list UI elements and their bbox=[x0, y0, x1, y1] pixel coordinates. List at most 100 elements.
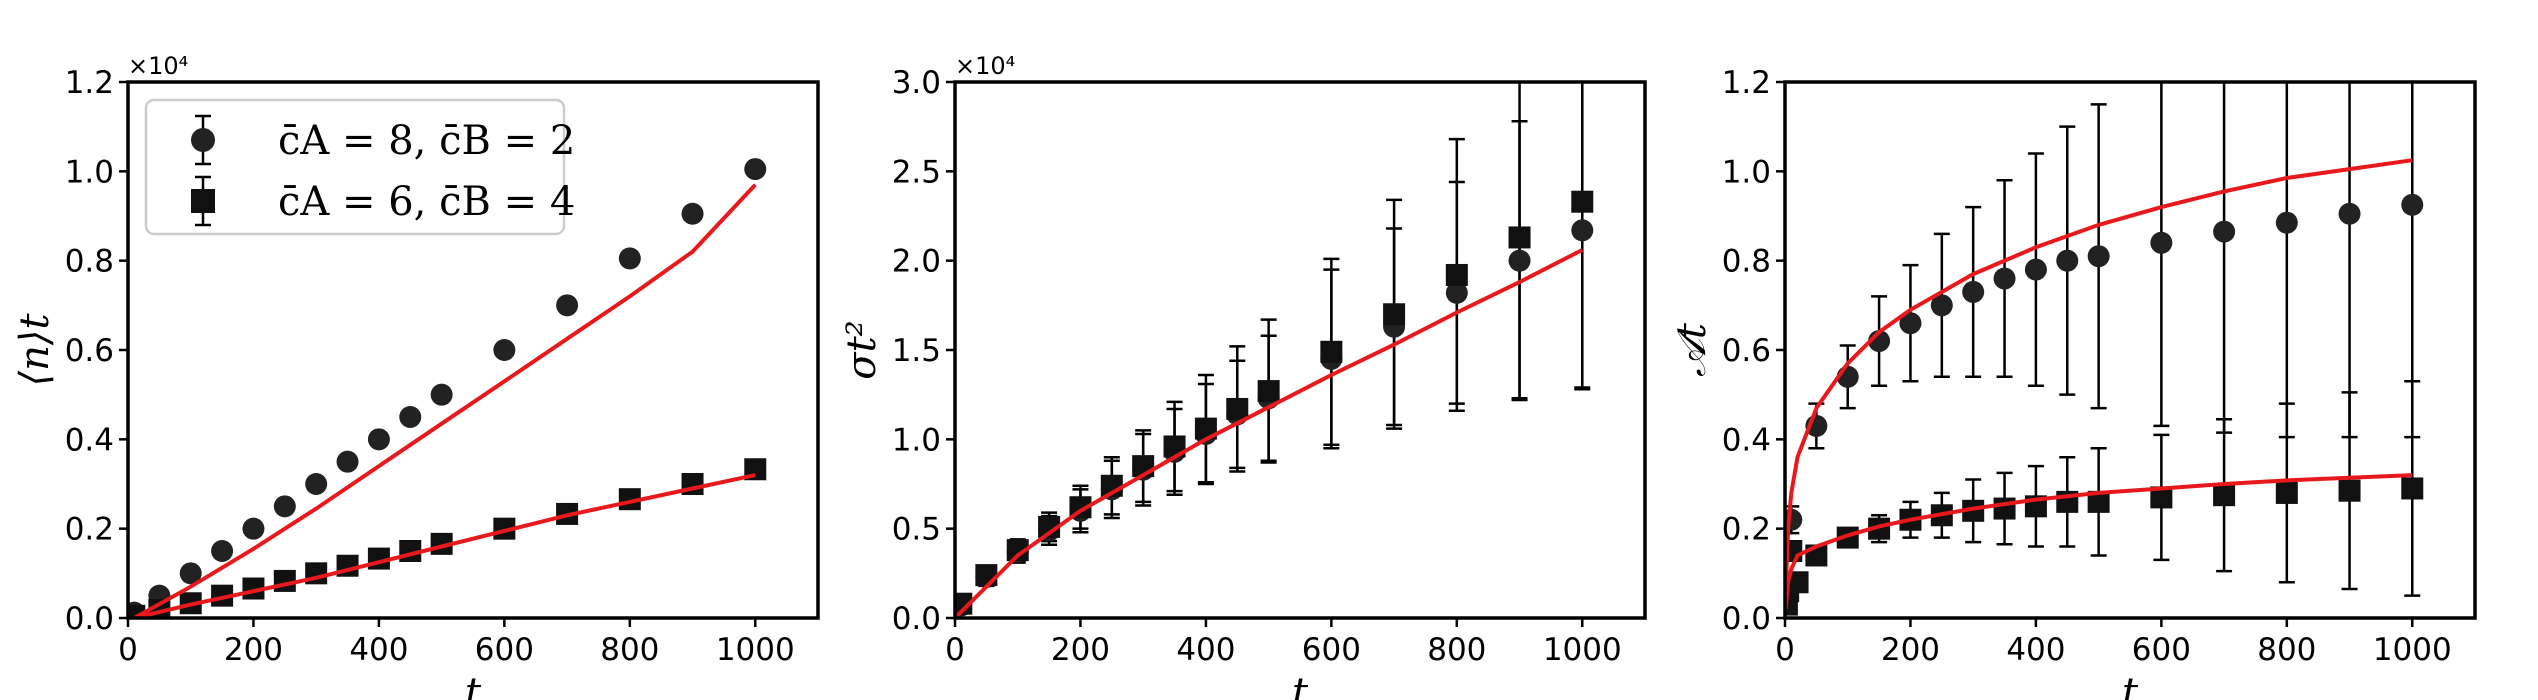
x-tick-label: 200 bbox=[1051, 632, 1110, 668]
data-point bbox=[2275, 481, 2298, 504]
y-tick-label: 1.2 bbox=[65, 65, 114, 101]
chart-panel-1: 0 200 400 600 800 1000 0.0 0.2 0.4 0.6 0.8 1.0 1.2 ×1… bbox=[12, 52, 820, 700]
y-tick-label: 2.0 bbox=[892, 244, 941, 280]
x-tick-label: 0 bbox=[1775, 632, 1795, 668]
legend: c̄A = 8, c̄B = 2 c̄A = 6, c̄B = 4 bbox=[144, 98, 575, 236]
x-tick-label: 800 bbox=[1427, 632, 1486, 668]
y-tick-label: 0.5 bbox=[892, 512, 941, 548]
data-point bbox=[556, 294, 579, 317]
legend-marker bbox=[191, 189, 215, 213]
data-point bbox=[2150, 231, 2173, 254]
data-point bbox=[1899, 312, 1922, 335]
data-point bbox=[1786, 571, 1809, 594]
data-point bbox=[1993, 497, 2016, 520]
y-tick-label: 0.6 bbox=[65, 333, 114, 369]
data-point bbox=[2213, 484, 2236, 507]
legend-label: c̄A = 6, c̄B = 4 bbox=[278, 179, 575, 225]
x-tick-label: 1000 bbox=[2373, 632, 2452, 668]
y-tick-label: 0.0 bbox=[892, 601, 941, 637]
data-point bbox=[2024, 258, 2047, 281]
data-point bbox=[744, 158, 767, 181]
data-point bbox=[305, 473, 328, 495]
y-axis-label: 𝒜t bbox=[1669, 322, 1715, 377]
data-point bbox=[1993, 267, 2016, 290]
y-tick-label: 3.0 bbox=[892, 65, 941, 101]
data-point bbox=[1226, 397, 1249, 420]
x-tick-label: 0 bbox=[118, 632, 138, 668]
data-point bbox=[399, 406, 422, 428]
data-point bbox=[273, 495, 296, 518]
data-point bbox=[1006, 539, 1029, 562]
y-tick-label: 1.2 bbox=[1722, 65, 1771, 101]
y-tick-label: 0.8 bbox=[1722, 244, 1771, 280]
data-point bbox=[1930, 294, 1953, 317]
x-tick-label: 600 bbox=[475, 632, 534, 668]
y-tick-label: 0.2 bbox=[65, 512, 114, 548]
data-point bbox=[211, 540, 234, 562]
data-point bbox=[1962, 499, 1985, 522]
y-axis-label: σt² bbox=[839, 320, 885, 379]
data-point bbox=[2275, 211, 2298, 234]
y-tick-label: 1.0 bbox=[1722, 154, 1771, 190]
data-point bbox=[1257, 380, 1280, 403]
x-tick-label: 400 bbox=[2006, 632, 2065, 668]
legend-box bbox=[144, 98, 566, 236]
x-tick-label: 1000 bbox=[1543, 632, 1622, 668]
data-point bbox=[1445, 281, 1468, 304]
data-point bbox=[1571, 219, 1594, 242]
chart-panel-3: 0 200 400 600 800 1000 0.0 0.2 0.4 0.6 0.8 1.0 1.2 t 𝒜… bbox=[1669, 65, 2477, 700]
data-point bbox=[367, 428, 390, 451]
x-tick-label: 400 bbox=[1176, 632, 1235, 668]
x-tick-label: 800 bbox=[2257, 632, 2316, 668]
data-point bbox=[1571, 190, 1594, 213]
data-point bbox=[1194, 417, 1217, 440]
y-tick-label: 0.0 bbox=[65, 601, 114, 637]
x-tick-label: 1000 bbox=[716, 632, 795, 668]
y-tick-label: 0.0 bbox=[1722, 601, 1771, 637]
x-tick-label: 0 bbox=[945, 632, 965, 668]
data-point bbox=[2338, 479, 2361, 502]
y-tick-label: 0.2 bbox=[1722, 512, 1771, 548]
x-axis-label: t bbox=[465, 670, 482, 700]
x-tick-label: 600 bbox=[1302, 632, 1361, 668]
data-point bbox=[2213, 220, 2236, 243]
data-point bbox=[179, 562, 202, 585]
y-tick-label: 0.4 bbox=[1722, 422, 1771, 458]
fit-line bbox=[955, 248, 1584, 618]
fit-line bbox=[133, 183, 757, 618]
legend-marker bbox=[191, 128, 215, 152]
x-tick-label: 200 bbox=[224, 632, 283, 668]
data-point bbox=[2401, 193, 2424, 216]
data-point bbox=[430, 383, 453, 406]
y-tick-label: 1.0 bbox=[65, 154, 114, 190]
y-tick-label: 2.5 bbox=[892, 154, 941, 190]
data-point bbox=[681, 202, 704, 225]
fit-line bbox=[1785, 473, 2413, 610]
data-point bbox=[1038, 515, 1061, 538]
data-point bbox=[1320, 340, 1343, 363]
y-tick-label: 0.6 bbox=[1722, 333, 1771, 369]
data-point bbox=[2401, 477, 2424, 500]
data-point bbox=[955, 592, 973, 615]
y-axis-label: ⟨n⟩t bbox=[12, 313, 58, 387]
data-point bbox=[493, 339, 516, 361]
x-tick-label: 600 bbox=[2132, 632, 2191, 668]
y-tick-label: 1.0 bbox=[892, 422, 941, 458]
x-axis-label: t bbox=[2122, 670, 2139, 700]
data-point bbox=[1508, 226, 1531, 249]
y-tick-label: 0.8 bbox=[65, 244, 114, 280]
data-point bbox=[2056, 249, 2079, 272]
data-point bbox=[1383, 303, 1406, 326]
x-tick-label: 200 bbox=[1881, 632, 1940, 668]
data-point bbox=[2338, 202, 2361, 225]
data-point bbox=[975, 564, 998, 587]
legend-label: c̄A = 8, c̄B = 2 bbox=[278, 118, 575, 164]
data-point bbox=[211, 584, 234, 607]
data-point bbox=[1445, 263, 1468, 286]
data-point bbox=[1962, 280, 1985, 303]
x-axis-label: t bbox=[1292, 670, 1309, 700]
plot-area bbox=[128, 158, 767, 618]
data-point bbox=[2087, 490, 2110, 513]
y-offset-label: ×10⁴ bbox=[955, 52, 1015, 80]
